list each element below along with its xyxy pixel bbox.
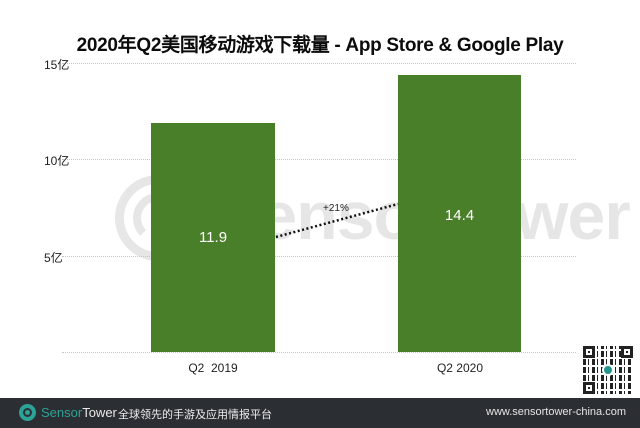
gridline-15 <box>62 63 576 64</box>
qr-corner <box>583 382 595 394</box>
brand-tower: Tower <box>82 405 117 420</box>
qr-logo-icon <box>602 364 614 376</box>
footer-slogan: 全球领先的手游及应用情报平台 <box>118 409 272 421</box>
x-label-q2-2020: Q2 2020 <box>436 361 484 375</box>
bar-q2-2020: 14.4 <box>398 75 521 352</box>
bar-value-label: 14.4 <box>444 207 475 224</box>
y-tick-5: 5亿 <box>44 251 63 265</box>
qr-code <box>583 346 633 394</box>
bar-q2-2019: 11.9 <box>151 123 275 352</box>
y-tick-10: 10亿 <box>44 154 70 168</box>
gridline-10 <box>62 159 576 160</box>
chart-title: 2020年Q2美国移动游戏下载量 - App Store & Google Pl… <box>76 35 564 56</box>
sensortower-logo-icon <box>19 404 36 421</box>
footer-bar: SensorTower 全球领先的手游及应用情报平台 www.sensortow… <box>0 398 640 428</box>
gridline-5 <box>62 256 576 257</box>
growth-label: +21% <box>323 203 349 214</box>
footer-brand: SensorTower <box>41 405 117 420</box>
qr-corner <box>583 346 595 358</box>
footer-url[interactable]: www.sensortower-china.com <box>486 406 626 418</box>
gridline-0 <box>62 352 576 353</box>
bar-value-label: 11.9 <box>198 229 228 246</box>
x-label-q2-2019: Q2 2019 <box>188 361 238 375</box>
y-tick-15: 15亿 <box>44 58 70 72</box>
qr-corner <box>621 346 633 358</box>
brand-sensor: Sensor <box>41 405 83 420</box>
